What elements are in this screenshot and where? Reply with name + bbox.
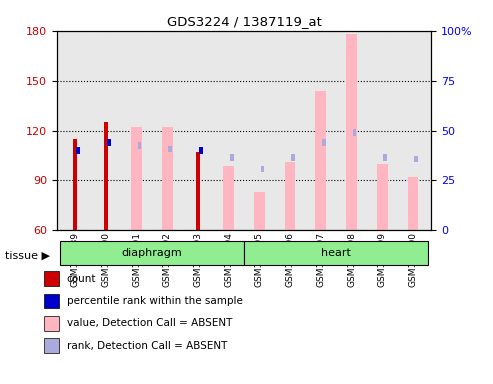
Bar [346,34,357,230]
Bar [138,142,141,149]
Bar [377,164,387,230]
Bar [316,91,326,230]
Bar [169,146,172,152]
Text: tissue ▶: tissue ▶ [5,251,50,261]
Bar [162,127,173,230]
Text: rank, Detection Call = ABSENT: rank, Detection Call = ABSENT [67,341,227,351]
Bar [244,241,428,265]
Bar [60,241,244,265]
Text: percentile rank within the sample: percentile rank within the sample [67,296,243,306]
Bar [285,162,295,230]
Bar [199,147,203,154]
Bar [131,127,142,230]
Bar [384,154,387,161]
Bar [261,166,264,172]
Bar [291,154,295,161]
Bar [230,154,234,161]
Bar [353,129,356,136]
Bar [73,139,77,230]
Bar [107,139,111,146]
Bar [196,152,200,230]
Bar [76,147,80,154]
Bar [104,122,107,230]
Bar [408,177,419,230]
Text: count: count [67,274,96,284]
Text: heart: heart [321,248,351,258]
Bar [322,139,326,146]
Bar [254,192,265,230]
Bar [223,166,234,230]
Text: diaphragm: diaphragm [122,248,182,258]
Title: GDS3224 / 1387119_at: GDS3224 / 1387119_at [167,15,321,28]
Text: value, Detection Call = ABSENT: value, Detection Call = ABSENT [67,318,232,328]
Bar [414,156,418,162]
